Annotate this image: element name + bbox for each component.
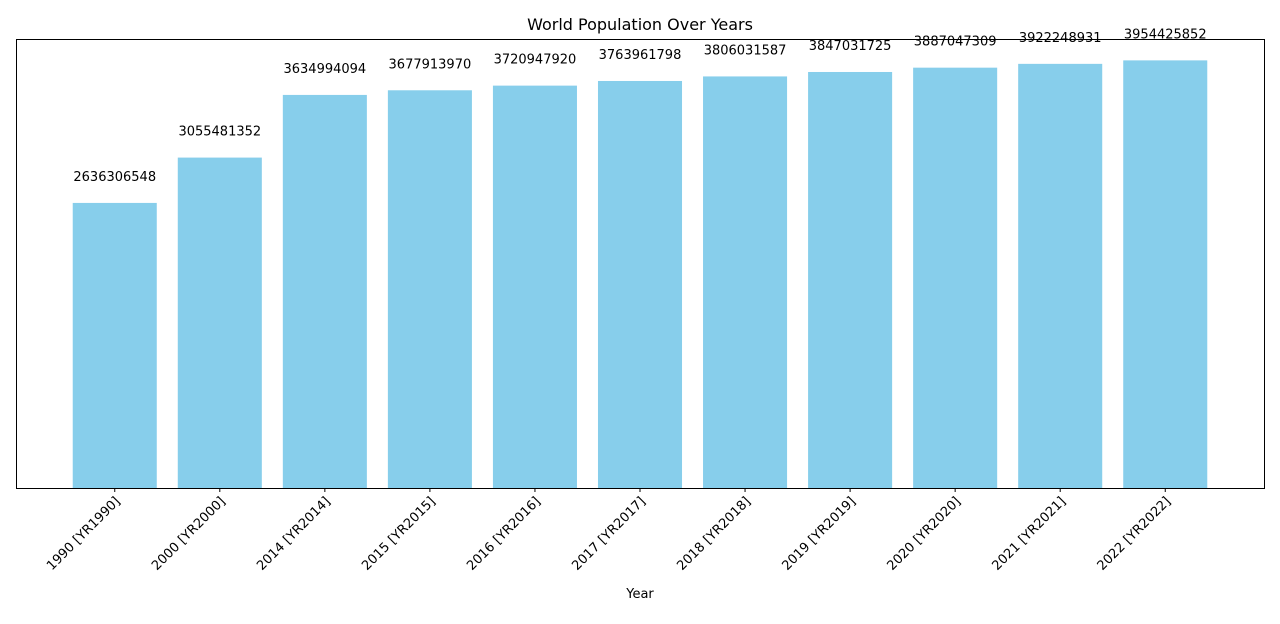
bar-10 — [1123, 60, 1208, 488]
data-label-4: 3720947920 — [494, 53, 577, 68]
data-label-5: 3763961798 — [599, 48, 682, 63]
x-axis-label: Year — [625, 587, 654, 602]
bar-9 — [1018, 63, 1103, 489]
bar-3 — [387, 90, 472, 488]
data-label-0: 2636306548 — [73, 170, 156, 185]
data-label-1: 3055481352 — [178, 125, 261, 140]
data-label-10: 3954425852 — [1124, 27, 1207, 42]
data-label-3: 3677913970 — [389, 57, 472, 72]
bar-5 — [597, 80, 683, 488]
bar-0 — [72, 202, 157, 489]
bar-6 — [703, 76, 788, 489]
chart-title: World Population Over Years — [527, 15, 753, 34]
data-label-7: 3847031725 — [809, 39, 892, 54]
bar-2 — [282, 94, 367, 489]
bar-8 — [913, 67, 998, 489]
bars-group — [72, 60, 1208, 489]
bar-4 — [492, 85, 577, 488]
data-labels-group: 2636306548 3055481352 3634994094 3677913970… — [73, 27, 1206, 185]
bar-1 — [177, 157, 262, 488]
data-label-9: 3922248931 — [1019, 31, 1102, 46]
data-label-6: 3806031587 — [704, 43, 787, 58]
bar-7 — [808, 71, 893, 489]
data-label-2: 3634994094 — [283, 62, 366, 77]
plot-frame — [16, 39, 1265, 489]
data-label-8: 3887047309 — [914, 35, 997, 50]
